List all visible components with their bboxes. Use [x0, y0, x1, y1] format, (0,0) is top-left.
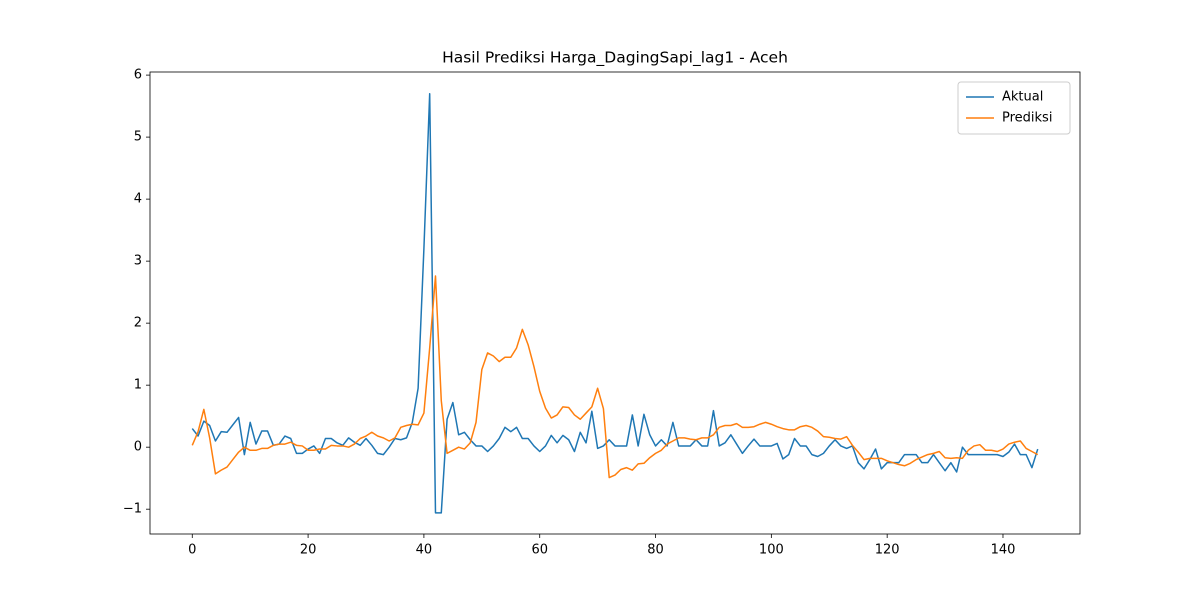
legend-label: Prediksi	[1002, 111, 1052, 126]
y-tick-label: 4	[134, 192, 142, 207]
y-tick-label: −1	[123, 502, 142, 517]
data-line	[191, 92, 1039, 514]
y-tick-label: 3	[134, 254, 142, 269]
x-tick-label: 80	[647, 543, 664, 558]
y-tick-label: 1	[134, 378, 142, 393]
y-tick-label: 0	[134, 440, 142, 455]
x-tick-label: 20	[300, 543, 317, 558]
legend-box	[957, 81, 1071, 135]
plot-frame	[149, 71, 1081, 535]
legend-label: Aktual	[1002, 90, 1043, 105]
x-tick-label: 120	[875, 543, 900, 558]
x-tick-label: 100	[759, 543, 784, 558]
y-tick-label: 5	[134, 130, 142, 145]
x-tick-label: 60	[531, 543, 548, 558]
x-tick-label: 0	[188, 543, 196, 558]
x-tick-label: 40	[416, 543, 433, 558]
data-line	[191, 275, 1039, 479]
y-tick-label: 6	[134, 68, 142, 83]
chart-title: Hasil Prediksi Harga_DagingSapi_lag1 - A…	[442, 49, 788, 68]
y-tick-label: 2	[134, 316, 142, 331]
x-tick-label: 140	[991, 543, 1016, 558]
